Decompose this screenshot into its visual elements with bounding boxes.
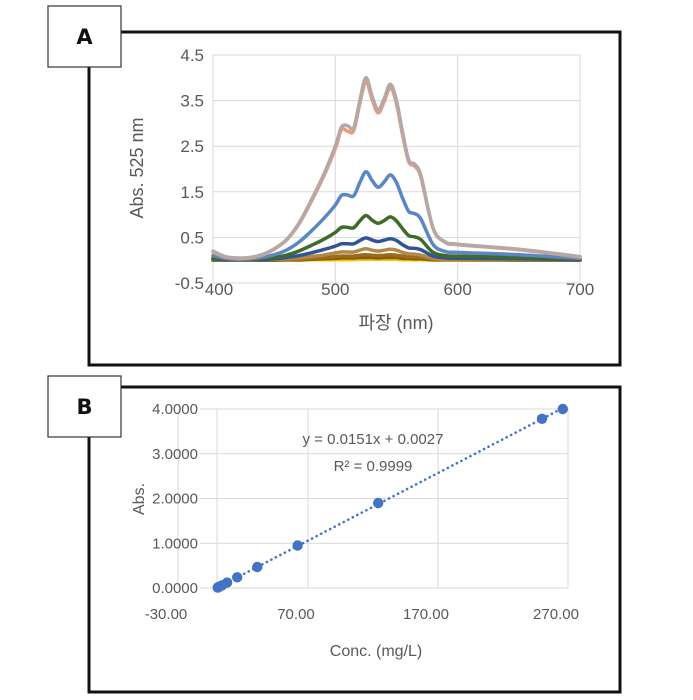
panel-a-label-box <box>47 5 122 68</box>
chart-a-series-green <box>211 213 582 262</box>
chart-a-x-tick-label: 400 <box>205 280 233 299</box>
chart-a-series-blue <box>211 169 582 262</box>
chart-b-x-tick-label: 270.00 <box>533 606 579 623</box>
chart-b-x-tick-label: 170.00 <box>403 606 449 623</box>
panel-a-label: A <box>76 25 93 49</box>
chart-b-data-point <box>252 561 263 573</box>
chart-b-r-squared: R² = 0.9999 <box>334 458 413 475</box>
chart-b-x-tick-labels: -30.00 70.00 170.00 270.00 <box>145 606 579 623</box>
panel-a-frame <box>87 30 622 367</box>
chart-a-grid <box>212 54 581 284</box>
chart-b-trendline <box>215 406 565 590</box>
chart-b-y-axis-title: Abs. <box>131 483 148 515</box>
chart-b-y-tick-label: 2.0000 <box>152 491 198 508</box>
chart-a: 4.5 3.5 2.5 1.5 0.5 -0.5 400 500 600 700 Abs. 52… <box>127 46 594 333</box>
chart-a-series <box>211 76 582 263</box>
chart-b-data-point <box>557 403 568 415</box>
chart-b-x-axis-title: Conc. (mg/L) <box>330 643 422 660</box>
chart-a-y-tick-label: 4.5 <box>180 46 204 65</box>
chart-b-y-tick-label: 1.0000 <box>152 535 198 552</box>
chart-b-x-tick-label: 70.00 <box>277 606 315 623</box>
chart-b-data-point <box>232 572 243 583</box>
chart-b-trendline-equation: y = 0.0151x + 0.0027 <box>303 431 444 448</box>
chart-b-points <box>212 403 568 593</box>
chart-b-data-point <box>292 540 303 551</box>
chart-b: 4.0000 3.0000 2.0000 1.0000 0.0000 -30.00 70.… <box>131 401 579 660</box>
panel-b-label-box <box>47 375 122 438</box>
chart-a-y-axis-title: Abs. 525 nm <box>127 117 147 218</box>
chart-a-x-axis-title: 파장 (nm) <box>358 313 433 333</box>
chart-b-y-tick-label: 3.0000 <box>152 446 198 463</box>
chart-a-x-tick-label: 700 <box>566 280 594 299</box>
chart-a-y-tick-label: 3.5 <box>180 92 204 111</box>
chart-a-x-tick-label: 500 <box>321 280 349 299</box>
chart-b-data-point <box>373 497 384 509</box>
chart-a-y-tick-label: 1.5 <box>180 183 204 202</box>
chart-b-y-tick-label: 0.0000 <box>152 580 198 597</box>
chart-a-y-tick-label: 2.5 <box>180 137 204 156</box>
chart-b-data-point <box>536 413 548 424</box>
chart-a-x-tick-label: 600 <box>443 280 471 299</box>
chart-b-grid <box>177 408 569 589</box>
panel-b-frame <box>87 385 622 694</box>
chart-b-y-tick-label: 4.0000 <box>152 401 198 418</box>
chart-a-y-tick-label: -0.5 <box>175 274 204 293</box>
chart-b-data-point <box>221 577 233 588</box>
chart-a-y-tick-labels: 4.5 3.5 2.5 1.5 0.5 -0.5 <box>175 46 204 293</box>
chart-a-series-gray <box>211 76 582 260</box>
chart-a-x-tick-labels: 400 500 600 700 <box>205 280 594 299</box>
panel-b-label: B <box>76 395 92 419</box>
chart-b-y-tick-labels: 4.0000 3.0000 2.0000 1.0000 0.0000 <box>152 401 198 597</box>
chart-b-x-tick-label: -30.00 <box>145 606 188 623</box>
chart-a-y-tick-label: 0.5 <box>180 228 204 247</box>
